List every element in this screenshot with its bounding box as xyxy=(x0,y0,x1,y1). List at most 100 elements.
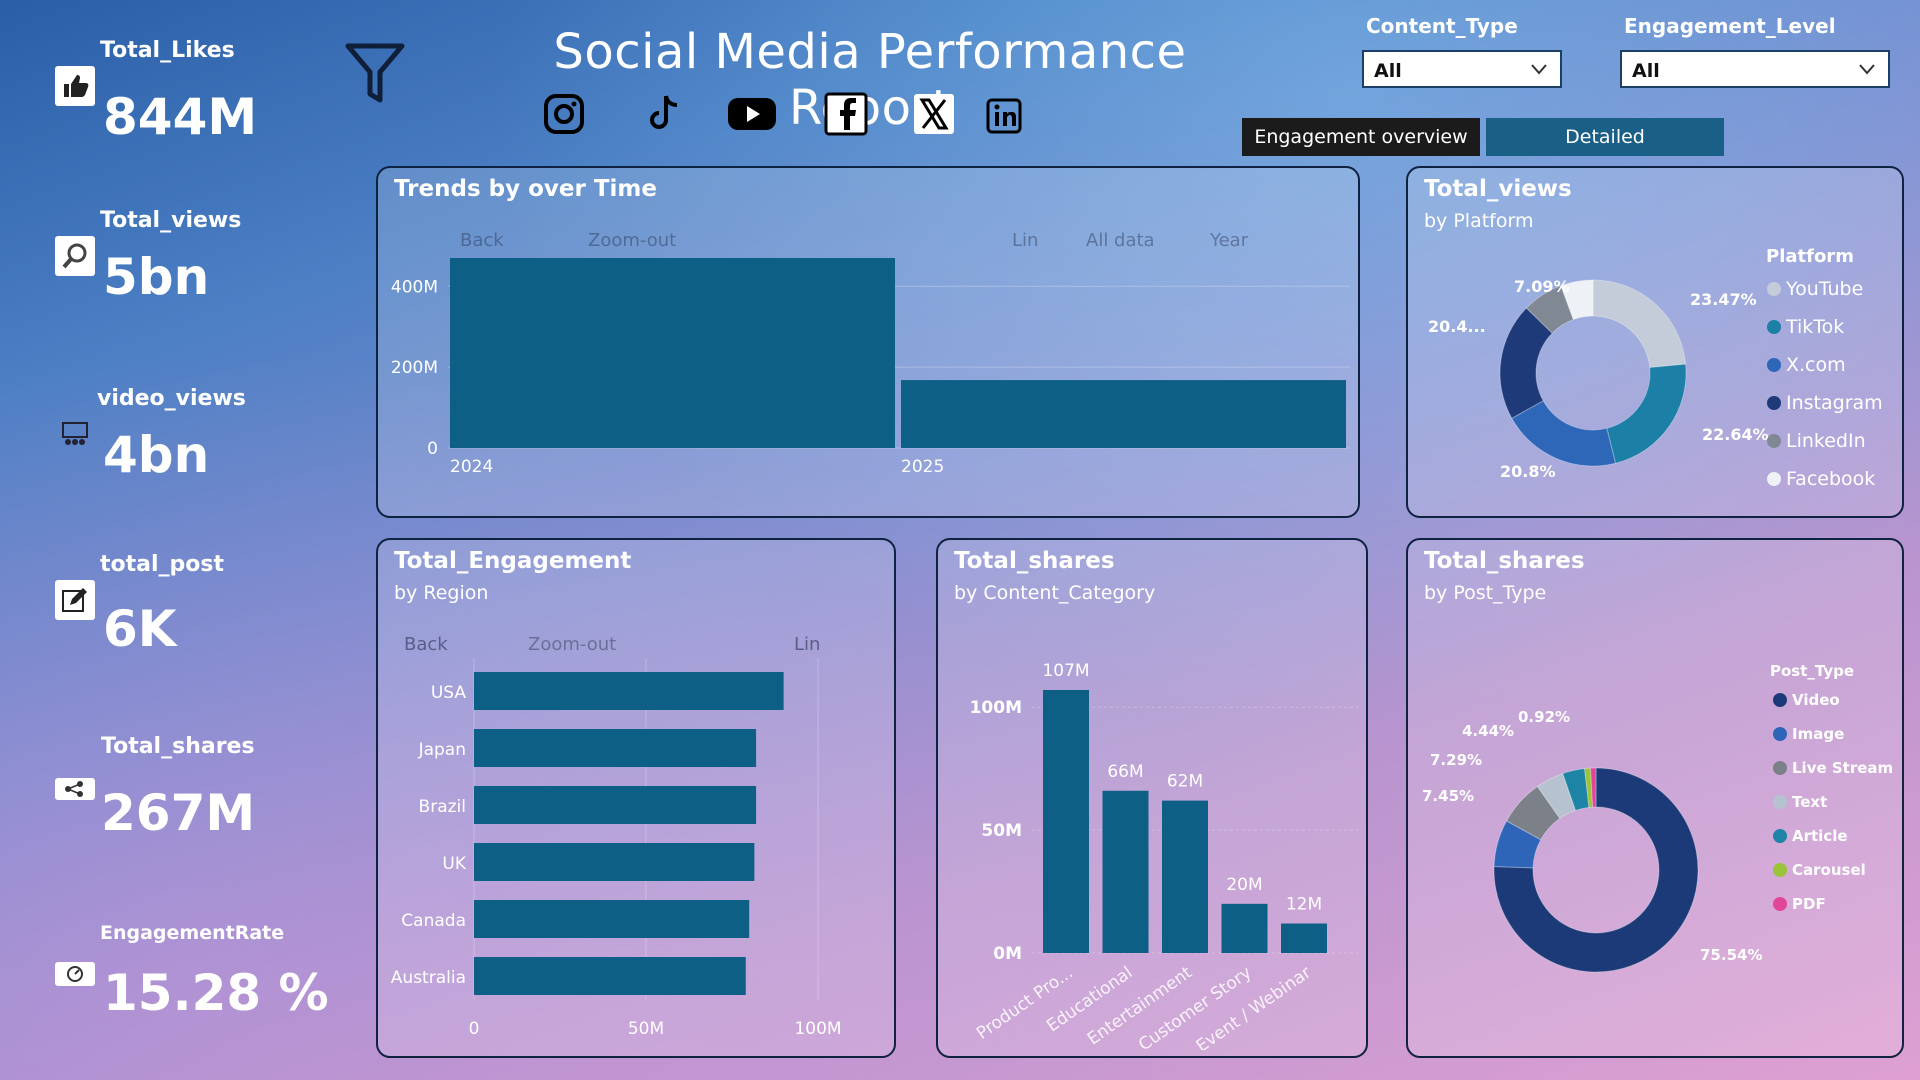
donut-slice xyxy=(1511,400,1617,467)
legend-item: TikTok xyxy=(1785,316,1844,338)
region-bar xyxy=(474,786,757,824)
kpi-video-views: video_views 4bn xyxy=(55,386,345,526)
engagement-level-dropdown[interactable]: All xyxy=(1620,50,1890,88)
shares-posttype-title: Total_shares xyxy=(1424,548,1585,574)
thumbs-up-icon xyxy=(55,66,95,106)
data-label: 20.8% xyxy=(1500,462,1556,481)
kpi-total-likes: Total_Likes 844M xyxy=(55,38,345,178)
views-platform-title: Total_views xyxy=(1424,176,1572,202)
legend-marker xyxy=(1767,320,1781,334)
facebook-icon[interactable] xyxy=(824,92,868,136)
kpi-label: Total_shares xyxy=(101,734,255,759)
data-label: 0.92% xyxy=(1518,708,1570,726)
data-label: 12M xyxy=(1286,895,1322,915)
kpi-value: 4bn xyxy=(103,426,210,484)
legend-item: YouTube xyxy=(1785,278,1863,300)
donut-slice xyxy=(1499,307,1553,419)
magnifier-icon xyxy=(55,236,95,276)
data-label: 66M xyxy=(1107,762,1143,782)
legend-item: Carousel xyxy=(1792,861,1866,879)
donut-slice xyxy=(1589,767,1597,808)
back-button[interactable]: Back xyxy=(460,230,504,251)
views-platform-subtitle: by Platform xyxy=(1424,210,1534,232)
legend-item: Text xyxy=(1792,793,1827,811)
zoom-out-button[interactable]: Zoom-out xyxy=(528,634,617,655)
y-tick-label: 100M xyxy=(970,698,1022,718)
data-label: 4.44% xyxy=(1462,722,1514,740)
linkedin-icon[interactable] xyxy=(986,98,1022,134)
legend-marker xyxy=(1773,693,1787,707)
engagement-level-value: All xyxy=(1632,60,1660,82)
donut-slice xyxy=(1493,767,1699,973)
kpi-label: video_views xyxy=(97,386,246,411)
chevron-down-icon xyxy=(1531,64,1547,75)
donut-slice xyxy=(1606,363,1687,464)
filter-icon[interactable] xyxy=(344,40,406,106)
data-label: 22.64% xyxy=(1702,425,1769,444)
content-type-label: Content_Type xyxy=(1366,14,1518,38)
y-tick-label: 400M xyxy=(391,277,438,297)
tiktok-icon[interactable] xyxy=(642,92,686,136)
category-bar xyxy=(1221,903,1268,953)
tab-engagement-overview[interactable]: Engagement overview xyxy=(1242,118,1480,156)
y-tick-label: Brazil xyxy=(419,797,466,817)
category-bar xyxy=(1162,800,1208,953)
shares-category-subtitle: by Content_Category xyxy=(954,582,1156,604)
engagement-region-title: Total_Engagement xyxy=(394,548,632,574)
x-icon[interactable] xyxy=(912,92,956,136)
y-tick-label: 0 xyxy=(427,439,438,459)
y-tick-label: Japan xyxy=(418,740,466,760)
legend-marker xyxy=(1773,863,1787,877)
tab-detailed[interactable]: Detailed xyxy=(1486,118,1724,156)
kpi-label: EngagementRate xyxy=(100,922,285,944)
legend-item: LinkedIn xyxy=(1786,430,1866,452)
kpi-total-shares: Total_shares 267M xyxy=(55,734,345,874)
legend-title: Platform xyxy=(1766,246,1854,267)
x-tick-label: 50M xyxy=(628,1019,664,1039)
data-label: 23.47% xyxy=(1690,290,1757,309)
data-label: 7.09% xyxy=(1514,277,1570,296)
edit-icon xyxy=(55,580,95,620)
shares-posttype-chart: 75.54% 7.45% 7.29% 4.44%0.92% Post_Type Video… xyxy=(1422,662,1893,973)
kpi-value: 6K xyxy=(103,600,177,658)
lin-toggle[interactable]: Lin xyxy=(794,634,821,655)
legend-item: Video xyxy=(1792,691,1840,709)
year-dropdown[interactable]: Year xyxy=(1210,230,1249,251)
region-bar xyxy=(474,843,755,881)
trend-bar xyxy=(450,258,895,448)
legend-marker xyxy=(1767,396,1781,410)
region-bar xyxy=(474,957,746,995)
instagram-icon[interactable] xyxy=(542,92,586,136)
back-button[interactable]: Back xyxy=(404,634,448,655)
trends-panel: Trends by over Time Back Zoom-out Lin Al… xyxy=(376,166,1360,518)
x-tick-label: 2025 xyxy=(901,457,944,477)
category-bar xyxy=(1102,790,1149,953)
social-icon-row xyxy=(540,92,1060,140)
zoom-out-button[interactable]: Zoom-out xyxy=(588,230,677,251)
legend-marker xyxy=(1773,761,1787,775)
content-type-dropdown[interactable]: All xyxy=(1362,50,1562,88)
youtube-icon[interactable] xyxy=(726,92,778,136)
gauge-icon xyxy=(55,962,95,986)
legend-item: X.com xyxy=(1786,354,1846,376)
trends-chart: 0 200M 400M 2024 2025 xyxy=(391,258,1350,477)
shares-posttype-subtitle: by Post_Type xyxy=(1424,582,1547,604)
legend-item: Instagram xyxy=(1786,392,1883,414)
x-tick-label: 2024 xyxy=(450,457,493,477)
legend-item: Live Stream xyxy=(1792,759,1893,777)
data-label: 75.54% xyxy=(1700,946,1762,964)
data-label: 7.45% xyxy=(1422,787,1474,805)
legend-title: Post_Type xyxy=(1770,662,1854,680)
data-label: 7.29% xyxy=(1430,751,1482,769)
lin-toggle[interactable]: Lin xyxy=(1012,230,1039,251)
x-tick-label: 100M xyxy=(794,1019,841,1039)
all-data-dropdown[interactable]: All data xyxy=(1086,230,1155,251)
engagement-level-label: Engagement_Level xyxy=(1624,14,1836,38)
y-tick-label: Canada xyxy=(401,911,466,931)
legend-marker xyxy=(1773,829,1787,843)
x-tick-label: 0 xyxy=(469,1019,480,1039)
engagement-region-chart: 0 50M 100M USA Japan Brazil UK Canada Australia xyxy=(391,658,842,1039)
kpi-value: 5bn xyxy=(103,248,210,306)
legend-item: PDF xyxy=(1792,895,1826,913)
